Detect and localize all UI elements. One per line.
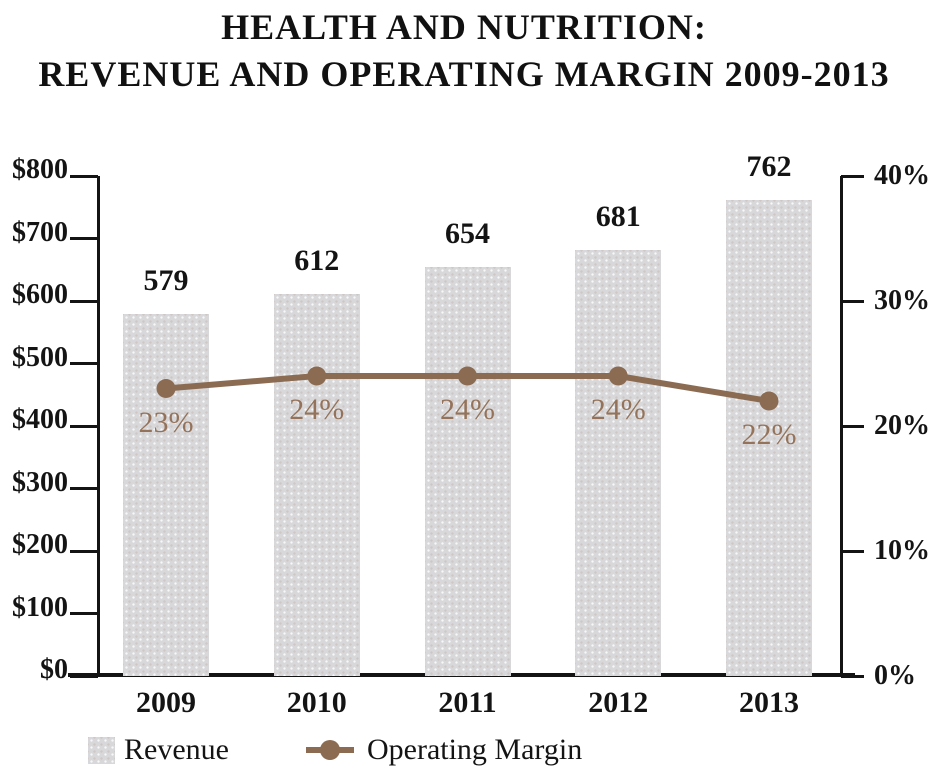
right-axis-label-10: 10% <box>874 535 928 566</box>
left-axis-label-0: $0 <box>40 654 68 685</box>
right-axis-label-40: 40% <box>874 160 928 191</box>
x-axis-label-2009: 2009 <box>136 686 196 719</box>
revenue-value-label-2012: 681 <box>595 200 641 234</box>
left-axis-tick-400 <box>70 424 98 428</box>
left-axis-label-600: $600 <box>12 279 68 310</box>
chart-title: HEALTH AND NUTRITION: REVENUE AND OPERAT… <box>0 4 928 98</box>
left-axis-tick-200 <box>70 549 98 553</box>
revenue-value-label-2013: 762 <box>746 149 792 183</box>
revenue-value-label-2009: 579 <box>143 264 189 298</box>
revenue-bar-2010 <box>273 293 360 676</box>
left-axis-tick-100 <box>70 612 98 615</box>
left-axis-tick-0 <box>70 674 98 678</box>
margin-value-label-2011: 24% <box>440 393 495 426</box>
left-axis-label-200: $200 <box>12 529 68 560</box>
revenue-bar-2013 <box>726 199 812 676</box>
right-axis-tick-30 <box>841 299 864 303</box>
revenue-value-label-2010: 612 <box>294 243 340 277</box>
margin-point-2012 <box>608 366 628 386</box>
right-axis-tick-0 <box>841 674 864 678</box>
margin-point-2010 <box>307 366 327 386</box>
legend-operating-margin-marker <box>305 740 354 760</box>
revenue-bar-2012 <box>575 250 662 676</box>
plot-area: 579 612 654 681 762 23% 24% 24% 24% 22% $800 $700 $6… <box>12 150 928 719</box>
revenue-value-label-2011: 654 <box>445 217 490 251</box>
left-axis-line <box>97 176 100 676</box>
revenue-bar-2009 <box>123 314 209 676</box>
chart-title-line1: HEALTH AND NUTRITION: <box>221 7 707 47</box>
legend-revenue-swatch <box>88 736 115 764</box>
margin-point-2009 <box>156 379 176 398</box>
left-axis-tick-800 <box>70 174 98 178</box>
x-axis-label-2012: 2012 <box>588 686 649 719</box>
left-axis-label-700: $700 <box>12 216 68 248</box>
margin-value-label-2012: 24% <box>590 393 646 426</box>
legend-revenue-label: Revenue <box>124 733 229 766</box>
x-axis-label-2011: 2011 <box>438 686 497 719</box>
operating-margin-line <box>156 366 779 411</box>
legend-operating-margin-label: Operating Margin <box>366 733 583 766</box>
left-axis-tick-300 <box>70 487 98 490</box>
left-axis-tick-700 <box>70 237 98 240</box>
margin-value-label-2009: 23% <box>138 405 194 439</box>
left-axis-tick-600 <box>70 299 98 303</box>
right-axis-tick-40 <box>841 174 864 178</box>
right-axis-label-30: 30% <box>874 285 928 316</box>
revenue-bar-2011 <box>424 267 511 676</box>
margin-point-2011 <box>458 366 477 386</box>
margin-value-label-2013: 22% <box>741 418 797 451</box>
left-axis-label-100: $100 <box>12 591 68 623</box>
x-axis-label-2013: 2013 <box>739 686 799 719</box>
right-axis-tick-10 <box>841 549 864 553</box>
right-axis-label-0: 0% <box>874 660 916 691</box>
x-axis-label-2010: 2010 <box>286 686 347 719</box>
margin-value-label-2010: 24% <box>289 393 345 426</box>
left-axis-label-300: $300 <box>12 466 68 498</box>
chart-title-line2: REVENUE AND OPERATING MARGIN 2009-2013 <box>38 54 890 94</box>
legend: Revenue Operating Margin <box>88 733 582 767</box>
margin-point-2013 <box>759 391 779 411</box>
legend-dot-icon <box>319 740 340 760</box>
left-axis-label-500: $500 <box>12 341 68 373</box>
left-axis-label-800: $800 <box>12 154 68 185</box>
left-axis-label-400: $400 <box>12 404 68 435</box>
right-axis-label-20: 20% <box>874 410 928 441</box>
left-axis-tick-500 <box>70 362 98 365</box>
right-axis-tick-20 <box>841 424 864 428</box>
